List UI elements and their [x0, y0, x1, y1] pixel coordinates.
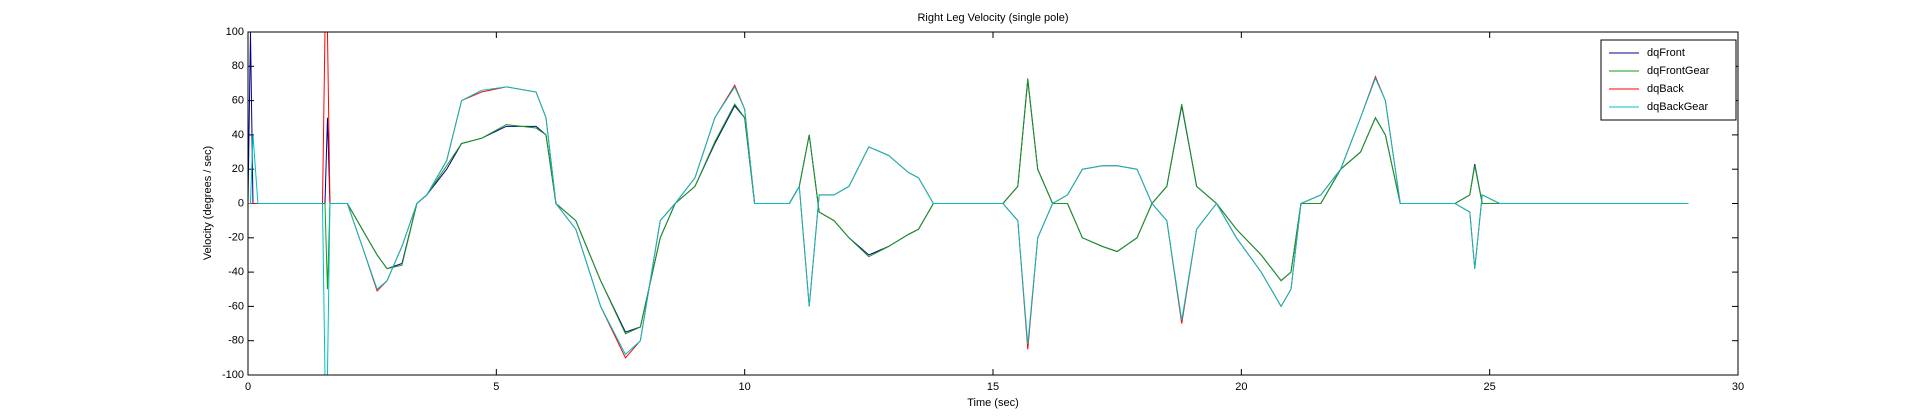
y-tick-label: -80 [228, 335, 244, 347]
x-tick-label: 0 [245, 381, 251, 393]
x-tick-label: 15 [987, 381, 999, 393]
legend-label: dqBackGear [1647, 101, 1708, 113]
x-tick-label: 25 [1484, 381, 1496, 393]
y-tick-label: 0 [238, 197, 244, 209]
legend-label: dqBack [1647, 83, 1684, 95]
x-tick-label: 30 [1732, 381, 1744, 393]
x-tick-label: 10 [739, 381, 751, 393]
y-tick-label: 60 [232, 95, 244, 107]
y-tick-label: -60 [228, 300, 244, 312]
y-tick-label: 80 [232, 60, 244, 72]
y-tick-label: -20 [228, 232, 244, 244]
y-tick-label: -100 [222, 369, 244, 381]
y-tick-label: -40 [228, 266, 244, 278]
x-axis-label: Time (sec) [967, 397, 1019, 409]
series-line [248, 76, 1689, 376]
legend-label: dqFrontGear [1647, 65, 1710, 77]
x-tick-label: 5 [493, 381, 499, 393]
plot-frame [247, 31, 1739, 376]
chart-title: Right Leg Velocity (single pole) [917, 12, 1068, 24]
y-tick-label: 100 [226, 26, 244, 38]
legend-label: dqFront [1647, 47, 1685, 59]
series-line [248, 78, 1689, 335]
y-tick-label: 40 [232, 129, 244, 141]
y-axis-label: Velocity (degrees / sec) [202, 146, 214, 260]
y-tick-label: 20 [232, 163, 244, 175]
x-tick-label: 20 [1235, 381, 1247, 393]
